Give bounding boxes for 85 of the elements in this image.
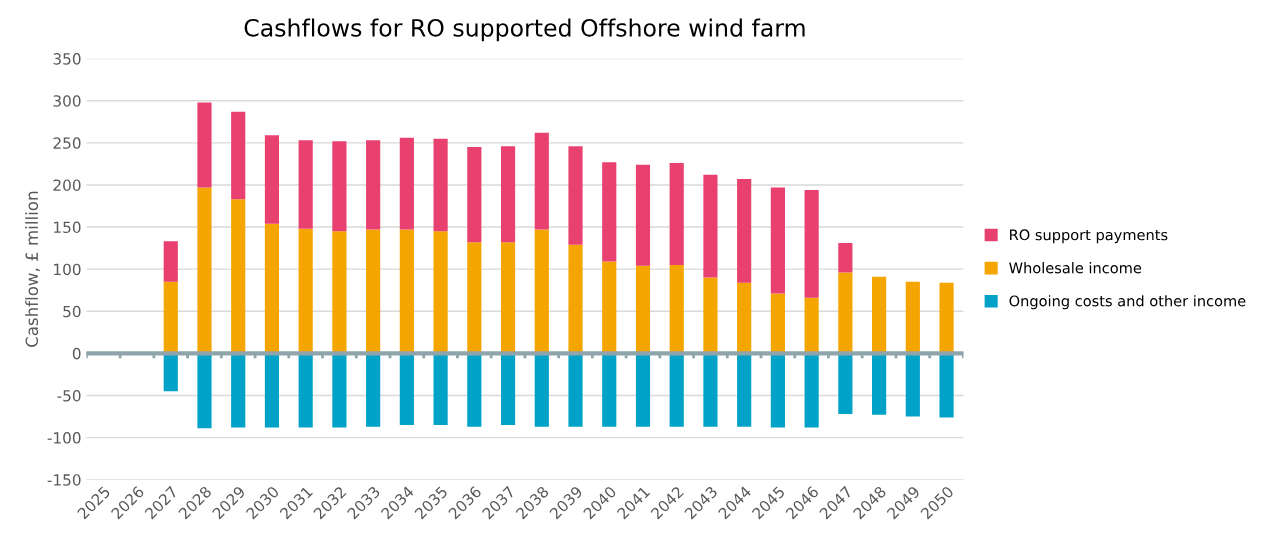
bar — [669, 163, 684, 265]
bar — [770, 293, 785, 354]
bar — [568, 244, 583, 354]
bar — [534, 353, 549, 427]
bar — [635, 353, 651, 427]
bar — [669, 353, 684, 427]
bar — [737, 282, 752, 354]
bar — [433, 231, 448, 354]
bar — [197, 353, 212, 429]
bar — [433, 138, 448, 232]
bar — [804, 297, 819, 354]
bar — [231, 111, 246, 200]
bar — [737, 179, 752, 283]
bar — [366, 353, 381, 427]
bar — [770, 353, 785, 428]
bar — [939, 353, 954, 418]
bar — [366, 140, 381, 230]
bar — [231, 199, 246, 354]
bar — [399, 229, 414, 354]
bar — [602, 162, 617, 262]
bar — [568, 146, 583, 245]
bar — [467, 242, 482, 354]
bar — [703, 174, 718, 278]
bar — [197, 102, 212, 188]
bar — [433, 353, 448, 425]
bar — [635, 164, 651, 266]
bar — [298, 228, 313, 354]
bar — [804, 190, 819, 298]
bar — [163, 241, 178, 282]
bar — [264, 223, 280, 354]
bar — [669, 264, 684, 354]
bar — [231, 353, 246, 428]
bar — [298, 353, 313, 428]
bar — [905, 281, 920, 354]
bar — [534, 229, 549, 354]
legend-label: Wholesale income — [1009, 262, 1142, 274]
bar — [602, 261, 617, 354]
bar — [703, 277, 718, 354]
bar — [264, 353, 280, 428]
bar — [838, 243, 853, 273]
legend-label: RO support payments — [1010, 229, 1168, 244]
y-tick-label: 50 — [63, 305, 81, 318]
y-tick-label: -100 — [47, 432, 81, 444]
bar — [939, 282, 954, 354]
y-tick-label: 300 — [53, 95, 81, 107]
chart-title: Cashflows for RO supported Offshore wind farm — [244, 18, 805, 42]
bar — [332, 141, 347, 232]
bar — [467, 147, 482, 243]
y-tick-label: 0 — [72, 347, 81, 360]
bar — [264, 135, 280, 224]
bar — [500, 242, 516, 354]
bar — [838, 272, 853, 354]
bar — [467, 353, 482, 427]
bar — [332, 231, 347, 354]
bar — [163, 353, 178, 392]
y-tick-label: 150 — [54, 221, 81, 234]
bar — [399, 137, 414, 230]
y-tick-label: 200 — [53, 179, 81, 191]
bar — [737, 353, 752, 427]
bar — [500, 353, 516, 425]
y-tick-label: 100 — [54, 263, 81, 276]
bar — [366, 229, 381, 354]
bar — [399, 353, 414, 425]
y-axis-title: Cashflow, £ million — [25, 191, 40, 347]
bar — [500, 146, 516, 243]
bar — [298, 140, 313, 229]
bar — [568, 353, 583, 427]
bar — [197, 187, 212, 354]
y-tick-label: -50 — [57, 389, 81, 402]
y-tick-label: 250 — [53, 137, 81, 149]
bar — [703, 353, 718, 427]
bar — [872, 353, 887, 415]
bar — [635, 265, 651, 354]
bar — [838, 353, 853, 415]
bar — [804, 353, 819, 428]
bar — [534, 132, 549, 230]
bar — [770, 187, 785, 294]
bar — [905, 353, 920, 417]
bar — [332, 353, 347, 428]
bar — [602, 353, 617, 427]
y-tick-label: 350 — [53, 53, 81, 65]
bar — [872, 276, 887, 354]
bar — [163, 281, 178, 354]
y-tick-label: -150 — [47, 474, 81, 486]
legend-label: Ongoing costs and other income — [1009, 295, 1246, 310]
